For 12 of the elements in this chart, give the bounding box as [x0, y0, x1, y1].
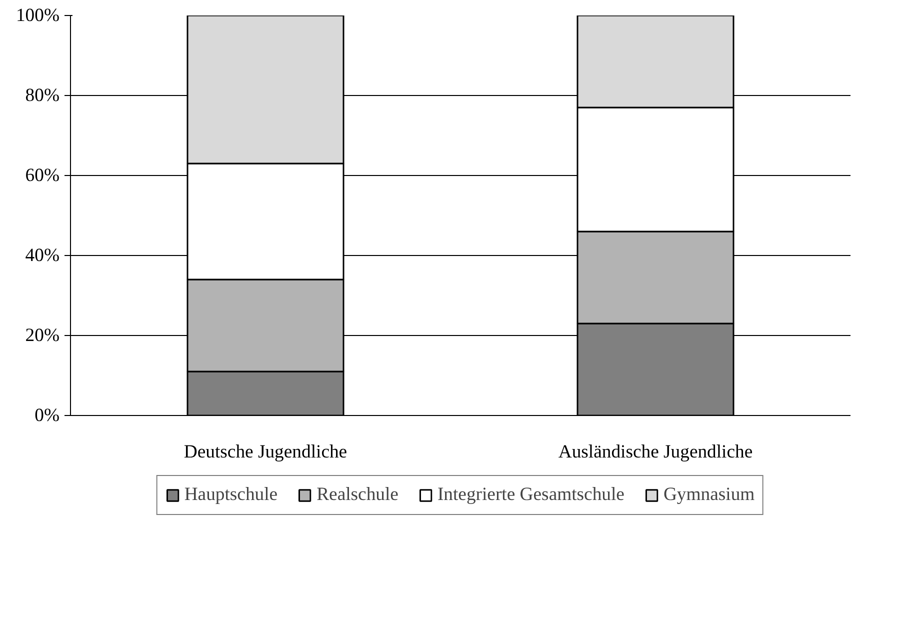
- y-tick-label: 40%: [25, 245, 60, 266]
- legend-label: Integrierte Gesamtschule: [437, 484, 624, 506]
- legend-label: Realschule: [316, 484, 398, 506]
- y-tick-label: 80%: [25, 85, 60, 106]
- x-tick-label: Ausländische Jugendliche: [558, 442, 753, 462]
- legend-label: Gymnasium: [663, 484, 755, 506]
- y-tick-label: 0%: [34, 405, 60, 426]
- x-tick-label: Deutsche Jugendliche: [184, 442, 348, 462]
- legend-label: Hauptschule: [184, 484, 278, 506]
- y-tick-label: 60%: [25, 165, 60, 186]
- y-tick-label: 20%: [25, 325, 60, 346]
- y-tick-label: 100%: [16, 5, 60, 26]
